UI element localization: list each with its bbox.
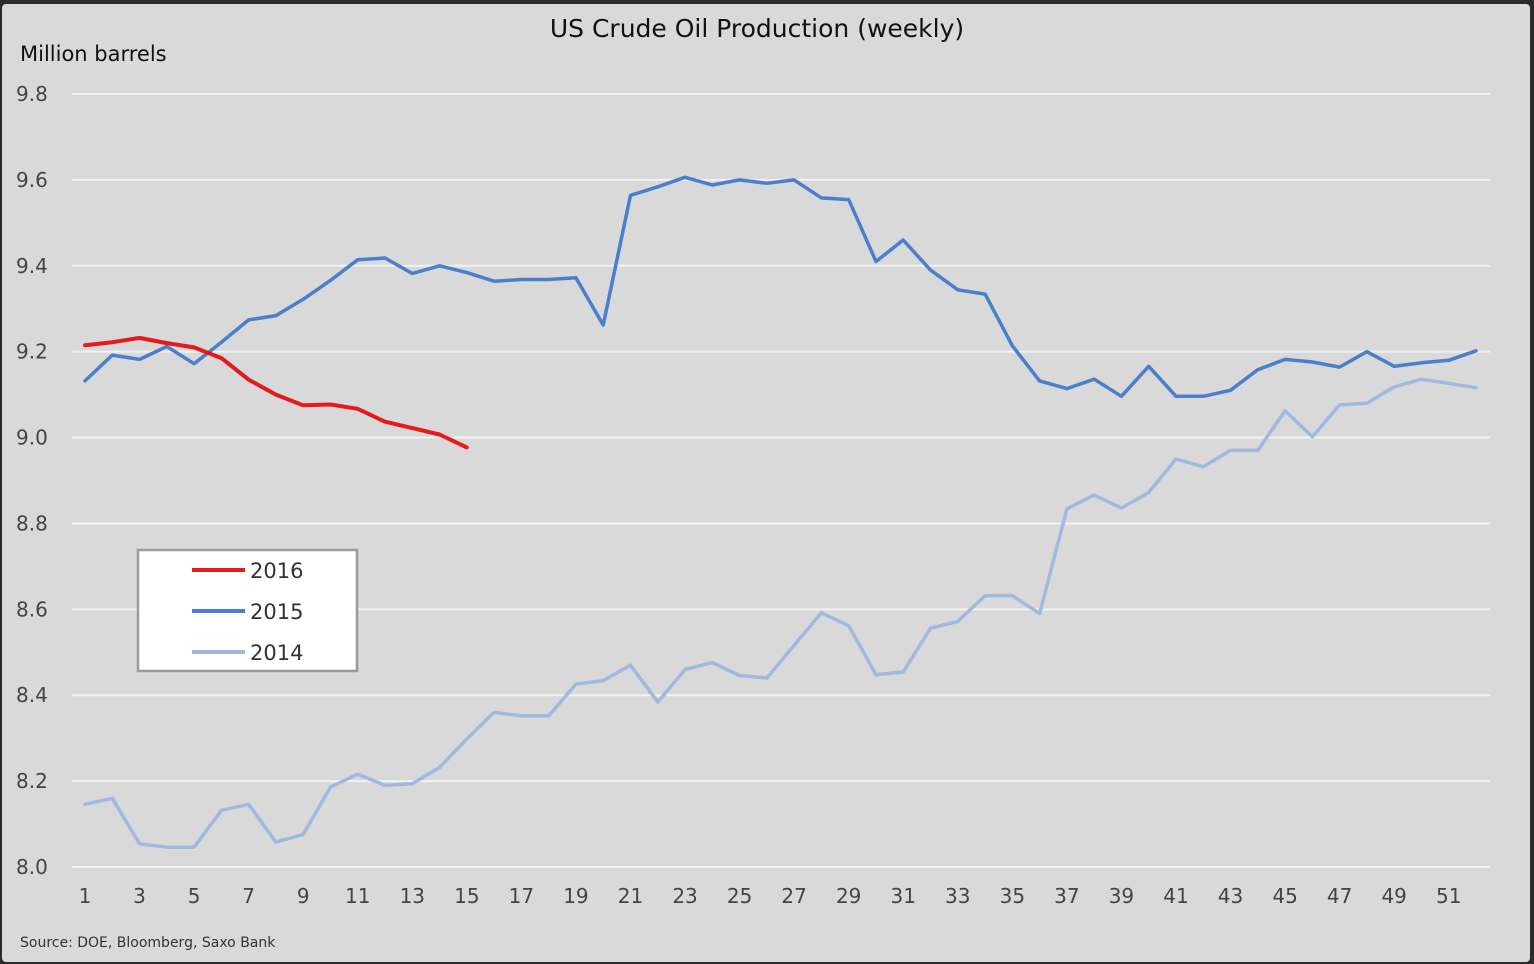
y-tick-label: 9.8 (16, 82, 48, 106)
y-tick-label: 8.6 (16, 597, 48, 621)
x-tick-label: 1 (79, 884, 92, 908)
x-tick-label: 43 (1218, 884, 1243, 908)
y-tick-label: 9.2 (16, 340, 48, 364)
x-axis-ticks: 1 3 5 7 9 11 13 15 17 19 21 23 25 27 29 31 33 35 37 39 41 43 4… (79, 884, 1462, 908)
x-tick-label: 5 (188, 884, 201, 908)
y-tick-label: 8.2 (16, 769, 48, 793)
x-tick-label: 21 (618, 884, 643, 908)
chart-panel (2, 4, 1530, 962)
legend-label-2016: 2016 (250, 559, 303, 583)
x-tick-label: 49 (1381, 884, 1406, 908)
x-tick-label: 13 (400, 884, 425, 908)
x-tick-label: 17 (509, 884, 534, 908)
legend-label-2014: 2014 (250, 641, 303, 665)
y-tick-label: 9.0 (16, 426, 48, 450)
series-lines (83, 175, 1478, 849)
series-line-2015 (83, 175, 1478, 399)
x-tick-label: 7 (242, 884, 255, 908)
y-tick-label: 8.4 (16, 683, 48, 707)
y-tick-label: 8.0 (16, 855, 48, 879)
gridlines (72, 93, 1490, 868)
y-tick-label: 9.4 (16, 254, 48, 278)
legend-label-2015: 2015 (250, 600, 303, 624)
x-tick-label: 19 (563, 884, 588, 908)
y-axis-label: Million barrels (20, 42, 167, 66)
x-tick-label: 27 (781, 884, 806, 908)
x-tick-label: 37 (1054, 884, 1079, 908)
legend-box (136, 548, 359, 673)
x-tick-label: 11 (345, 884, 370, 908)
y-axis-ticks: 8.0 8.2 8.4 8.6 8.8 9.0 9.2 9.4 9.6 9.8 (16, 82, 48, 879)
x-tick-label: 47 (1327, 884, 1352, 908)
x-tick-label: 41 (1163, 884, 1188, 908)
x-tick-label: 25 (727, 884, 752, 908)
x-tick-label: 29 (836, 884, 861, 908)
x-tick-label: 51 (1436, 884, 1461, 908)
x-tick-label: 35 (1000, 884, 1025, 908)
x-tick-label: 33 (945, 884, 970, 908)
y-tick-label: 8.8 (16, 511, 48, 535)
x-tick-label: 23 (672, 884, 697, 908)
x-tick-label: 3 (133, 884, 146, 908)
x-tick-label: 31 (891, 884, 916, 908)
y-tick-label: 9.6 (16, 168, 48, 192)
x-tick-label: 45 (1272, 884, 1297, 908)
x-tick-label: 39 (1109, 884, 1134, 908)
x-tick-label: 15 (454, 884, 479, 908)
legend: 2016 2015 2014 (136, 548, 359, 673)
source-note: Source: DOE, Bloomberg, Saxo Bank (20, 935, 276, 951)
series-line-2014 (83, 377, 1478, 849)
chart-title: US Crude Oil Production (weekly) (550, 14, 964, 43)
x-tick-label: 9 (297, 884, 310, 908)
series-line-2016 (83, 335, 469, 450)
